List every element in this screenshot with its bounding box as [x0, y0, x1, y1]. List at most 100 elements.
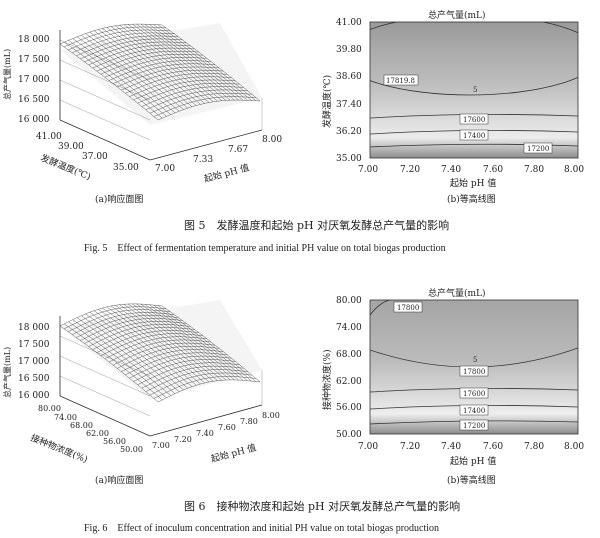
fig5-contour-x-tick: 7.20: [400, 165, 420, 175]
fig6-contour-x-tick: 7.20: [400, 442, 420, 452]
fig6-z-tick: 17 000: [18, 357, 50, 367]
surface-mesh-line: [153, 304, 252, 382]
fig5-caption-en: Fig. 5 Effect of fermentation temperatur…: [84, 243, 446, 254]
fig6-subcaption-b: (b)等高线图: [447, 474, 496, 486]
surface-mesh-line: [149, 93, 252, 114]
fig6-surface-mesh: [59, 303, 261, 403]
fig6-z-axis-label: 总产气量(mL): [2, 347, 12, 398]
fig5-contour-x-label: 起始 pH 值: [450, 177, 496, 189]
surface-mesh-line: [141, 365, 244, 389]
fig5-z-axis-label: 总产气量(mL): [2, 49, 12, 100]
surface-mesh-line: [153, 24, 252, 101]
fig6-contour-title: 总产气量(mL): [428, 287, 486, 299]
fig5-contour-x-tick: 8.00: [564, 165, 584, 175]
fig5-z-tick: 17 500: [18, 55, 50, 65]
fig6-z-tick: 16 500: [18, 374, 50, 384]
surface-mesh-line: [153, 376, 256, 399]
fig6-x-tick: 7.40: [196, 429, 214, 438]
fig5-y-tick: 41.00: [36, 132, 62, 142]
fig6-contour-label: 17600: [463, 390, 485, 398]
fig6-x-tick: 7.60: [218, 423, 236, 432]
fig5-contour-y-tick: 36.20: [336, 127, 362, 137]
fig6-y-tick: 74.00: [54, 413, 77, 422]
fig6-z-tick: 17 500: [18, 340, 50, 350]
fig6-contour-y-tick: 74.00: [336, 323, 362, 333]
surface-mesh-line: [153, 96, 256, 117]
surface-mesh-line: [145, 369, 248, 392]
fig6-y-tick: 62.00: [86, 429, 109, 438]
fig6-x-tick: 7.00: [152, 441, 170, 450]
fig5-y-tick: 39.00: [58, 142, 84, 152]
surface-mesh-line: [149, 304, 248, 381]
fig6-y-tick: 50.00: [120, 445, 143, 454]
fig5-contour-x-tick: 7.40: [441, 165, 461, 175]
fig6-y-tick: 80.00: [38, 404, 61, 413]
fig5-contour-y-tick: 37.40: [336, 100, 362, 110]
fig6-contour-x-tick: 8.00: [564, 442, 584, 452]
fig5-x-tick: 7.00: [155, 164, 175, 174]
fig5-y-tick: 35.00: [113, 163, 139, 173]
fig6-contour-label: 17800: [463, 368, 485, 376]
fig6-contour-label: 17800: [397, 304, 419, 312]
surface-mesh-line: [149, 372, 252, 396]
surface-mesh-line: [145, 89, 248, 110]
fig6-y-tick: 68.00: [70, 421, 93, 430]
fig6-contour-x-tick: 7.40: [441, 442, 461, 452]
fig6-x-tick: 7.20: [174, 435, 192, 444]
fig6-surface-plot: 18 000 17 500 17 000 16 500 16 000 总产气量(…: [2, 300, 280, 465]
fig6-contour-x-tick: 7.80: [524, 442, 544, 452]
surface-mesh-line: [157, 24, 256, 101]
surface-mesh-line: [161, 305, 261, 383]
fig6-x-axis-label: 起始 pH 值: [210, 441, 258, 465]
fig5-x-tick: 7.67: [228, 145, 248, 155]
fig5-caption-cn: 图 5 发酵温度和起始 pH 对厌氧发酵总产气量的影响: [184, 218, 449, 232]
surface-mesh-line: [157, 379, 261, 403]
fig5-contour-y-label: 发酵温度(℃): [321, 75, 333, 128]
fig6-z-tick: 16 000: [18, 391, 50, 401]
fig5-contour-y-tick: 41.00: [336, 18, 362, 28]
fig6-caption-cn: 图 6 接种物浓度和起始 pH 对厌氧发酵总产气量的影响: [184, 499, 460, 513]
fig6-x-tick: 8.00: [262, 411, 280, 420]
fig6-x-tick: 7.80: [240, 417, 258, 426]
fig5-contour-plot: 总产气量(mL) 17819.8 17600 17400 17200 5 41.…: [321, 9, 584, 189]
fig6-contour-plot: 总产气量(mL) 17800 17800 17600 17400 17200 5…: [321, 287, 584, 467]
fig6-contour-y-tick: 80.00: [336, 296, 362, 306]
fig5-contour-label: 17600: [463, 116, 485, 124]
fig6-contour-y-label: 接种物浓度(%): [321, 349, 333, 410]
fig5-contour-title: 总产气量(mL): [428, 9, 486, 21]
fig5-contour-x-tick: 7.00: [358, 165, 378, 175]
fig5-z-tick: 17 000: [18, 75, 50, 85]
fig6-contour-y-tick: 56.00: [336, 403, 362, 413]
fig6-subcaption-a: (a)响应面图: [95, 474, 143, 486]
fig6-contour-y-tick: 50.00: [336, 430, 362, 440]
fig5-z-tick: 16 500: [18, 95, 50, 105]
fig5-contour-label: 17819.8: [386, 77, 415, 85]
fig5-contour-x-tick: 7.80: [524, 165, 544, 175]
fig6-contour-x-tick: 7.60: [483, 442, 503, 452]
fig5-contour-line: [369, 143, 579, 148]
fig6-y-tick: 56.00: [103, 437, 126, 446]
surface-mesh-line: [157, 99, 261, 121]
surface-mesh-line: [141, 86, 244, 107]
fig5-subcaption-b: (b)等高线图: [447, 193, 496, 205]
fig5-contour-y-tick: 38.60: [336, 72, 362, 82]
fig5-x-tick: 7.33: [193, 155, 213, 165]
fig5-contour-label: 17400: [463, 132, 485, 140]
fig6-y-axis-label: 接种物浓度(%): [29, 432, 90, 466]
fig5-center-marker: 5: [473, 86, 477, 94]
fig6-contour-line: [369, 299, 391, 316]
surface-mesh-line: [149, 24, 248, 101]
fig5-z-tick: 18 000: [18, 35, 50, 45]
fig5-surface-mesh: [59, 23, 261, 121]
fig6-contour-label: 17400: [463, 407, 485, 415]
fig5-contour-x-tick: 7.60: [483, 165, 503, 175]
fig6-contour-label: 17200: [463, 422, 485, 430]
fig6-contour-x-tick: 7.00: [358, 442, 378, 452]
fig5-surface-plot: 18 000 17 500 17 000 16 500 16 000 总产气量(…: [2, 23, 282, 185]
fig5-subcaption-a: (a)响应面图: [95, 193, 143, 205]
surface-mesh-line: [161, 24, 261, 102]
fig5-y-tick: 37.00: [82, 152, 108, 162]
surface-mesh-line: [157, 305, 256, 382]
fig6-center-marker: 5: [473, 356, 477, 364]
